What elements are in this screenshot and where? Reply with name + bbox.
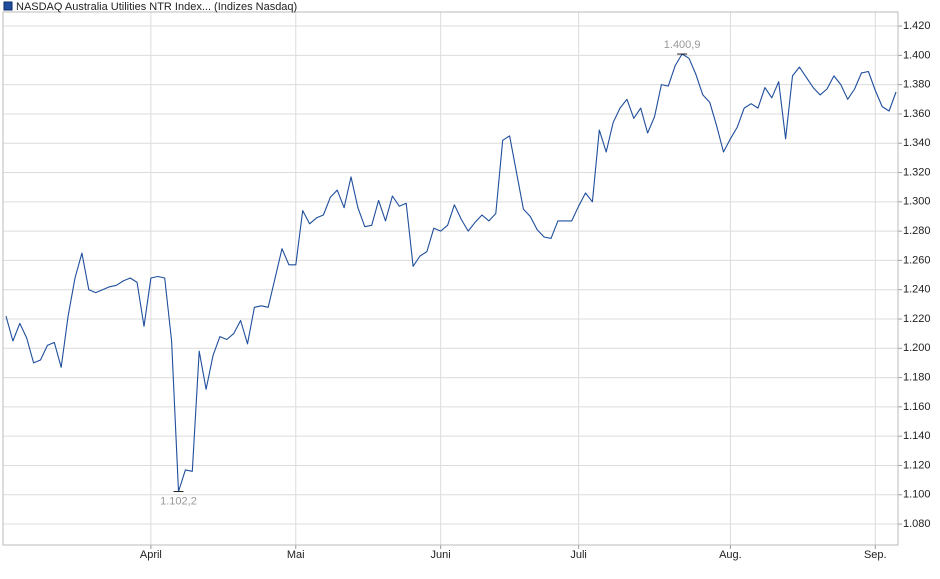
y-tick-label: 1.180 — [903, 371, 931, 383]
x-tick-label: Sep. — [864, 549, 887, 561]
y-tick-label: 1.120 — [903, 459, 931, 471]
y-tick-label: 1.260 — [903, 254, 931, 266]
legend-label: NASDAQ Australia Utilities NTR Index... … — [16, 1, 297, 13]
legend-swatch — [3, 1, 13, 11]
y-tick-label: 1.360 — [903, 108, 931, 120]
y-tick-label: 1.220 — [903, 313, 931, 325]
y-tick-label: 1.200 — [903, 342, 931, 354]
y-tick-label: 1.140 — [903, 430, 931, 442]
y-tick-label: 1.400 — [903, 49, 931, 61]
y-tick-label: 1.420 — [903, 20, 931, 32]
y-tick-label: 1.240 — [903, 284, 931, 296]
line-series — [5, 53, 897, 493]
y-tick-label: 1.300 — [903, 196, 931, 208]
y-tick-label: 1.100 — [903, 489, 931, 501]
data-label: 1.400,9 — [664, 39, 701, 51]
y-tick-label: 1.320 — [903, 166, 931, 178]
x-tick-label: Juni — [431, 549, 451, 561]
x-tick-label: Aug. — [719, 549, 742, 561]
y-tick-label: 1.340 — [903, 137, 931, 149]
y-tick-label: 1.280 — [903, 225, 931, 237]
y-tick-label: 1.380 — [903, 79, 931, 91]
data-label: 1.102,2 — [160, 495, 197, 507]
y-tick-label: 1.160 — [903, 401, 931, 413]
x-tick-label: Mai — [287, 549, 305, 561]
x-tick-label: Juli — [570, 549, 587, 561]
plot-frame — [2, 11, 899, 546]
y-tick-label: 1.080 — [903, 518, 931, 530]
x-tick-label: April — [140, 549, 162, 561]
